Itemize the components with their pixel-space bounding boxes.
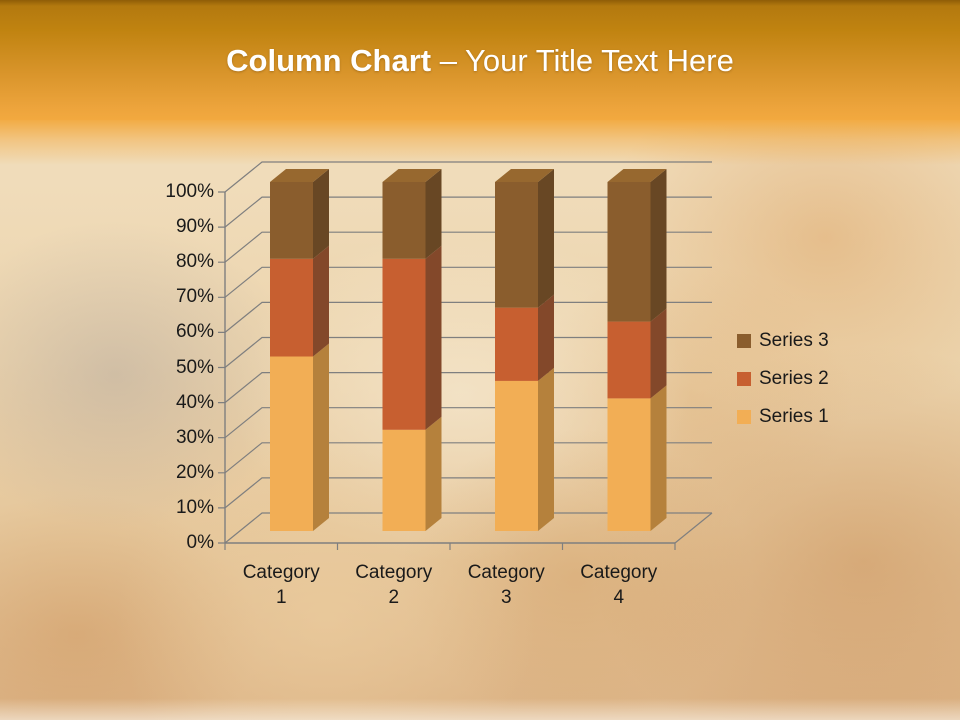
- category-label: Category 1: [242, 562, 320, 608]
- bar-segment: [382, 182, 426, 259]
- header-band: [0, 0, 960, 120]
- page-title-regular: – Your Title Text Here: [439, 43, 734, 78]
- gridline: [218, 301, 712, 333]
- page-title: Column Chart – Your Title Text Here: [0, 42, 960, 80]
- category-label: Category 3: [467, 562, 545, 608]
- legend-label: Series 3: [759, 330, 829, 351]
- y-axis-label: 80%: [175, 251, 214, 273]
- bar-segment: [270, 258, 313, 357]
- bar-top-face: [270, 169, 329, 182]
- gridline: [218, 196, 712, 228]
- legend-swatch: [737, 372, 751, 386]
- bar-segment: [495, 182, 538, 308]
- gridline: [218, 512, 712, 544]
- bar-segment: [495, 380, 538, 531]
- y-axis-label: 20%: [175, 461, 214, 483]
- category-label: Category 4: [580, 562, 658, 608]
- bar-top-face: [495, 169, 554, 182]
- gridline: [218, 336, 712, 369]
- bar-segment: [382, 258, 426, 430]
- bar-segment: [270, 182, 313, 259]
- legend-item: Series 2: [737, 367, 829, 391]
- y-axis-label: 0%: [186, 532, 214, 553]
- gridline: [218, 477, 712, 509]
- bar-top-face: [607, 169, 667, 182]
- header-fade: [0, 120, 960, 165]
- y-axis-label: 100%: [165, 181, 214, 202]
- y-axis-label: 10%: [175, 496, 214, 518]
- bar-segment-side: [538, 294, 554, 381]
- bar-segment-side: [313, 169, 329, 259]
- gridline: [218, 266, 712, 298]
- y-axis-label: 60%: [175, 321, 214, 343]
- bar-segment-side: [425, 416, 442, 531]
- bar-segment-side: [538, 169, 554, 308]
- legend-item: Series 1: [737, 405, 829, 429]
- bar-segment: [270, 356, 313, 531]
- gridline: [218, 372, 712, 404]
- page-title-bold: Column Chart: [226, 43, 432, 78]
- y-axis-label: 30%: [175, 426, 214, 448]
- y-axis-label: 50%: [175, 356, 214, 378]
- bar-segment-side: [650, 385, 667, 531]
- category-label: Category 2: [355, 562, 433, 608]
- legend-label: Series 2: [759, 368, 829, 389]
- bar-top-face: [382, 169, 442, 182]
- legend-label: Series 1: [759, 406, 829, 427]
- bar-segment-side: [313, 245, 329, 357]
- bar-segment-side: [538, 367, 554, 531]
- legend-item: Series 3: [737, 329, 829, 353]
- bar-segment: [607, 398, 651, 531]
- chart-legend: Series 3 Series 2 Series 1: [737, 329, 829, 443]
- legend-swatch: [737, 334, 751, 348]
- legend-swatch: [737, 410, 751, 424]
- x-axis-depth-line: [674, 512, 713, 544]
- bar-segment-side: [650, 169, 667, 322]
- gridline: [218, 231, 712, 263]
- y-axis-label: 40%: [175, 391, 214, 413]
- gridline: [218, 407, 712, 439]
- bar-segment: [495, 307, 538, 381]
- bar-segment: [607, 321, 651, 399]
- bar-segment: [382, 429, 426, 531]
- bar-segment-side: [313, 343, 329, 531]
- gridline: [218, 161, 712, 193]
- y-axis-label: 70%: [175, 286, 214, 308]
- bar-segment: [607, 182, 651, 322]
- y-axis-label: 90%: [175, 216, 214, 238]
- bar-segment-side: [650, 308, 667, 399]
- bar-segment-side: [425, 169, 442, 259]
- gridline: [218, 442, 712, 474]
- bar-segment-side: [425, 245, 442, 430]
